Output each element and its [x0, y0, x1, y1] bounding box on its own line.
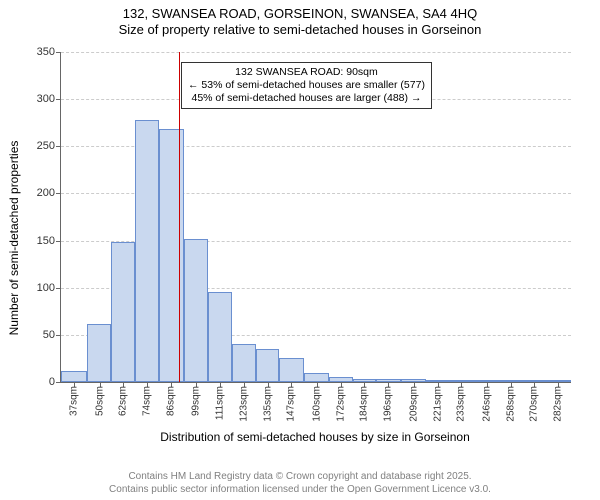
y-tick — [56, 382, 61, 383]
histogram-bar — [61, 371, 87, 382]
x-tick-label: 184sqm — [359, 386, 370, 422]
x-tick-label: 172sqm — [335, 386, 346, 422]
histogram-bar — [111, 242, 135, 382]
y-tick — [56, 193, 61, 194]
histogram-bar — [87, 324, 112, 382]
histogram-bar — [304, 373, 329, 382]
x-tick-label: 196sqm — [383, 386, 394, 422]
marker-line — [179, 52, 180, 382]
chart-container: Number of semi-detached properties 05010… — [0, 42, 600, 434]
x-tick-label: 147sqm — [286, 386, 297, 422]
x-tick-label: 37sqm — [68, 386, 79, 416]
histogram-bar — [232, 344, 256, 382]
y-tick-label: 300 — [37, 93, 55, 105]
x-tick-label: 233sqm — [456, 386, 467, 422]
y-tick-label: 150 — [37, 235, 55, 247]
histogram-bar — [256, 349, 280, 382]
footer-line-2: Contains public sector information licen… — [0, 484, 600, 497]
info-box-line-1: 132 SWANSEA ROAD: 90sqm — [188, 66, 425, 79]
y-tick — [56, 288, 61, 289]
histogram-bar — [208, 292, 232, 382]
x-tick-label: 111sqm — [215, 386, 226, 420]
x-tick-label: 282sqm — [553, 386, 564, 422]
footer-attribution: Contains HM Land Registry data © Crown c… — [0, 471, 600, 496]
histogram-bar — [159, 129, 184, 382]
x-tick-label: 246sqm — [481, 386, 492, 422]
grid-line — [61, 52, 571, 53]
y-tick-label: 350 — [37, 46, 55, 58]
x-tick-label: 135sqm — [262, 386, 273, 422]
y-tick — [56, 52, 61, 53]
histogram-bar — [184, 239, 209, 382]
x-tick-label: 160sqm — [311, 386, 322, 422]
y-tick — [56, 99, 61, 100]
footer-line-1: Contains HM Land Registry data © Crown c… — [0, 471, 600, 484]
info-box-line-2: ← 53% of semi-detached houses are smalle… — [188, 79, 425, 92]
x-tick-label: 50sqm — [94, 386, 105, 416]
y-tick-label: 100 — [37, 282, 55, 294]
y-tick-label: 50 — [43, 329, 55, 341]
x-tick-label: 209sqm — [408, 386, 419, 422]
x-tick-label: 74sqm — [141, 386, 152, 416]
y-axis-label: Number of semi-detached properties — [7, 43, 21, 238]
x-tick-label: 62sqm — [118, 386, 129, 416]
y-tick-label: 250 — [37, 140, 55, 152]
title-line-1: 132, SWANSEA ROAD, GORSEINON, SWANSEA, S… — [0, 6, 600, 22]
histogram-bar — [279, 358, 304, 382]
y-tick — [56, 146, 61, 147]
y-tick-label: 0 — [49, 376, 55, 388]
x-tick-label: 258sqm — [505, 386, 516, 422]
x-tick-label: 99sqm — [191, 386, 202, 416]
histogram-bar — [135, 120, 159, 382]
title-line-2: Size of property relative to semi-detach… — [0, 22, 600, 38]
x-tick-label: 221sqm — [432, 386, 443, 422]
info-box-line-3: 45% of semi-detached houses are larger (… — [188, 92, 425, 105]
x-tick-label: 123sqm — [238, 386, 249, 422]
y-tick — [56, 335, 61, 336]
x-tick-label: 86sqm — [165, 386, 176, 416]
info-box: 132 SWANSEA ROAD: 90sqm← 53% of semi-det… — [181, 62, 432, 109]
x-tick-label: 270sqm — [529, 386, 540, 422]
y-tick-label: 200 — [37, 187, 55, 199]
plot-area: 05010015020025030035037sqm50sqm62sqm74sq… — [60, 52, 571, 383]
x-axis-label: Distribution of semi-detached houses by … — [60, 430, 570, 444]
chart-title: 132, SWANSEA ROAD, GORSEINON, SWANSEA, S… — [0, 0, 600, 39]
y-tick — [56, 241, 61, 242]
